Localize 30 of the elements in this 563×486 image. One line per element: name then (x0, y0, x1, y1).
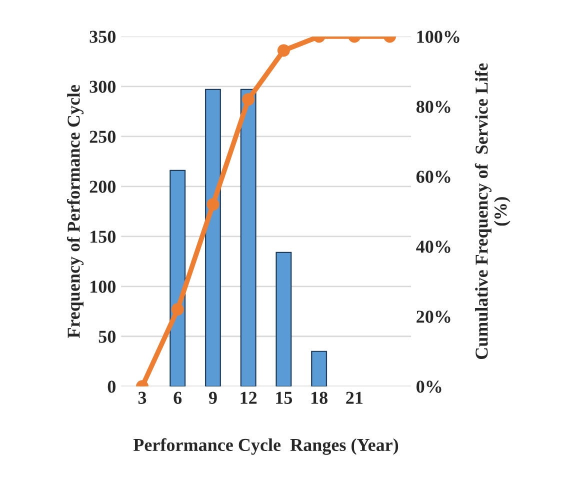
y-axis-title: Frequency of Performance Cycle (66, 84, 84, 338)
y2-tick-label: 20% (416, 310, 450, 323)
y-tick-label: 250 (90, 130, 116, 143)
y2-tick-label: 100% (417, 30, 460, 43)
x-axis-title: Performance Cycle Ranges (Year) (133, 438, 398, 455)
y-tick-label: 300 (90, 80, 116, 93)
x-tick-label: 21 (346, 392, 363, 404)
bar (170, 170, 186, 386)
bar (311, 350, 328, 386)
y-tick-label: 0 (108, 380, 116, 393)
y2-tick-label: 80% (416, 100, 450, 113)
x-tick-label: 6 (174, 392, 182, 404)
x-tick-label: 18 (311, 392, 328, 404)
y2-axis-title: Cumulative Frequency of Service Life (%) (474, 63, 510, 360)
bar (240, 88, 256, 386)
x-tick-label: 9 (208, 392, 217, 404)
x-tick-label: 15 (276, 392, 292, 404)
x-tick-label: 3 (138, 392, 146, 404)
y-tick-label: 200 (90, 180, 116, 193)
y2-tick-label: 0% (416, 380, 442, 393)
y-tick-label: 100 (90, 280, 116, 293)
y-tick-label: 350 (90, 30, 116, 43)
bar (205, 88, 221, 386)
y2-tick-label: 40% (416, 240, 450, 253)
y2-tick-label: 60% (416, 170, 450, 183)
y-tick-label: 150 (90, 230, 116, 243)
x-tick-label: 12 (240, 392, 257, 404)
y-tick-label: 50 (98, 330, 116, 343)
bar (276, 252, 292, 386)
point (206, 198, 220, 211)
